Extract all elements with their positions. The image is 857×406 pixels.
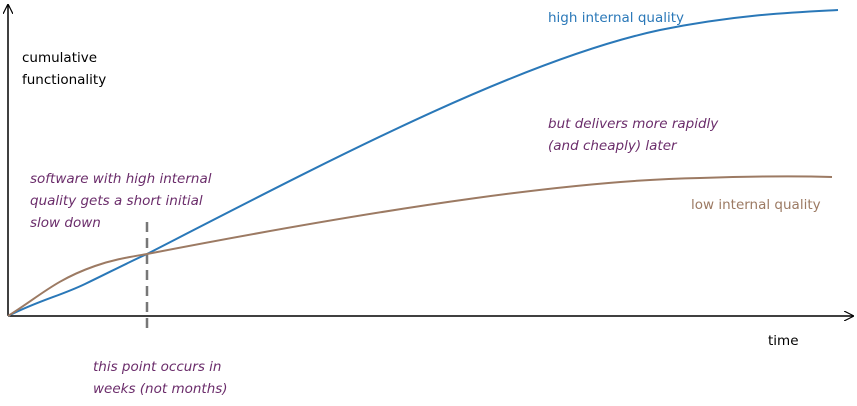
y-axis-label: cumulative — [22, 50, 97, 66]
curve-label: high internal quality — [548, 10, 684, 26]
annotation: weeks (not months) — [93, 381, 228, 397]
low-quality-curve — [7, 175, 833, 317]
x-axis-label: time — [768, 333, 799, 349]
y-axis-label: functionality — [22, 72, 106, 88]
annotation: this point occurs in — [93, 359, 222, 375]
annotation: slow down — [30, 215, 101, 231]
high-quality-curve — [7, 9, 839, 317]
curve-label: low internal quality — [691, 197, 821, 213]
annotation: but delivers more rapidly — [548, 116, 719, 132]
annotation: quality gets a short initial — [30, 193, 203, 209]
annotation: software with high internal — [30, 171, 212, 187]
annotation: (and cheaply) later — [548, 138, 678, 154]
